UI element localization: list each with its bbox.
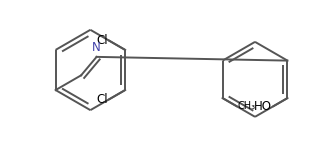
Text: N: N [92, 41, 101, 54]
Text: CH₃: CH₃ [238, 101, 256, 111]
Text: Cl: Cl [96, 93, 108, 106]
Text: Cl: Cl [96, 34, 108, 47]
Text: HO: HO [254, 100, 272, 113]
